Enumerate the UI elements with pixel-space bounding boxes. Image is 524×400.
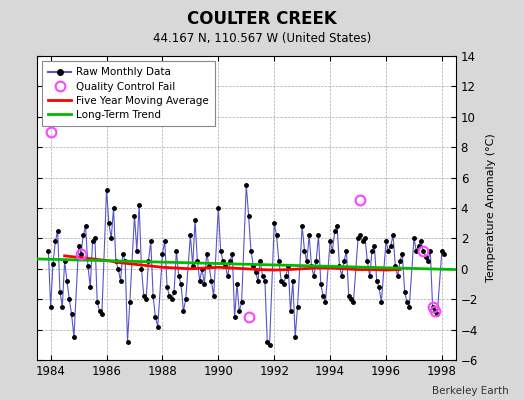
Text: COULTER CREEK: COULTER CREEK (187, 10, 337, 28)
Text: Berkeley Earth: Berkeley Earth (432, 386, 508, 396)
Y-axis label: Temperature Anomaly (°C): Temperature Anomaly (°C) (486, 134, 496, 282)
Text: 44.167 N, 110.567 W (United States): 44.167 N, 110.567 W (United States) (153, 32, 371, 45)
Legend: Raw Monthly Data, Quality Control Fail, Five Year Moving Average, Long-Term Tren: Raw Monthly Data, Quality Control Fail, … (42, 61, 215, 126)
